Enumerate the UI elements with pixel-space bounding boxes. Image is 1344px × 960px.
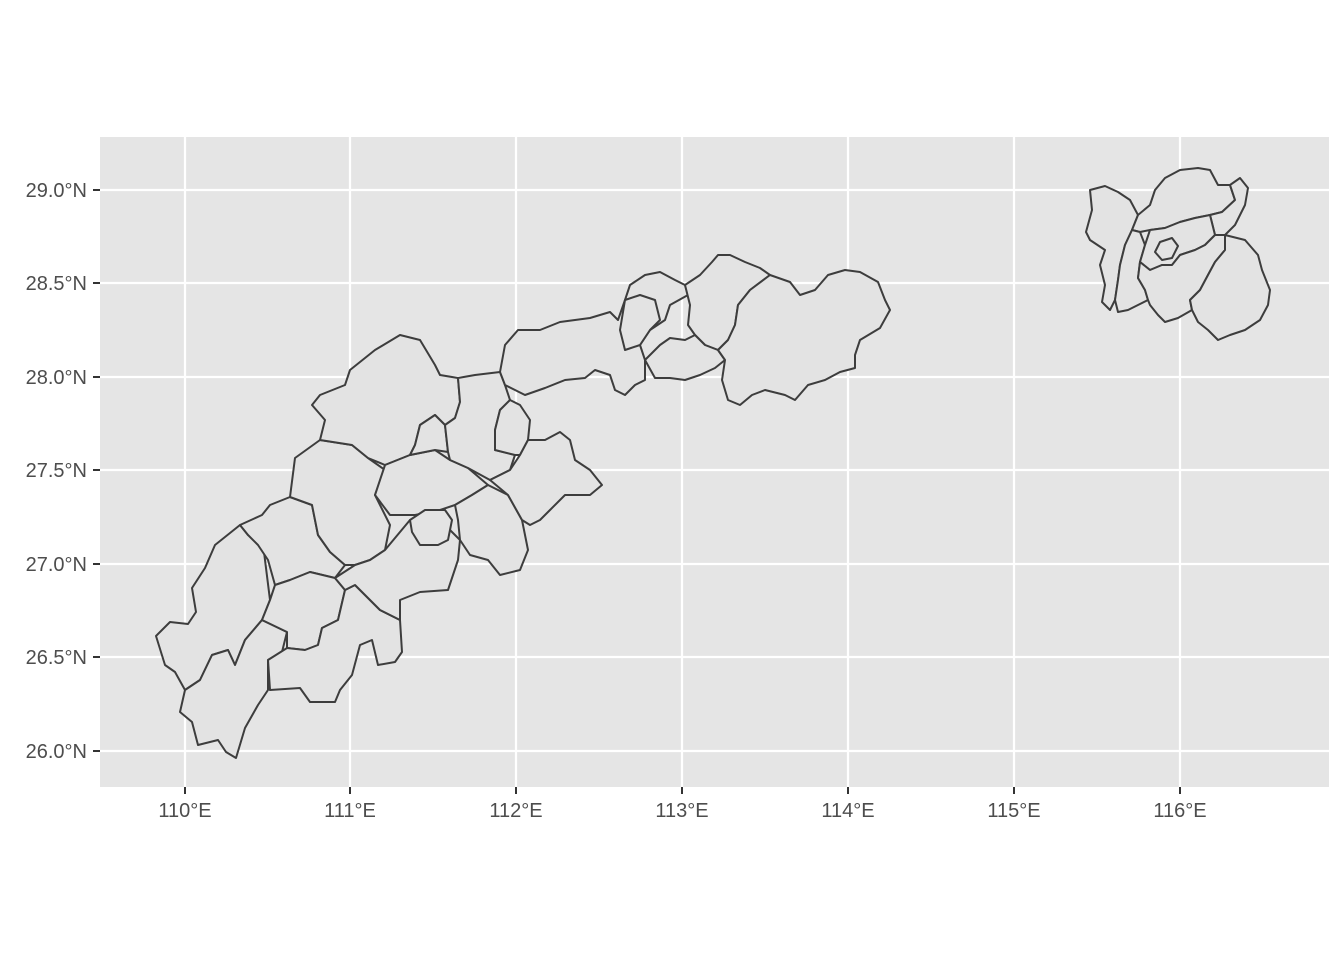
x-tick-label: 116°E xyxy=(1153,800,1206,822)
region-polygon xyxy=(239,496,346,586)
region-polygon xyxy=(619,294,661,351)
region-polygon xyxy=(267,584,403,703)
regions-west xyxy=(155,254,891,759)
region-polygon xyxy=(1189,234,1271,341)
y-axis: 29.0°N 28.5°N 28.0°N 27.5°N 27.0°N 26.5°… xyxy=(26,180,100,763)
y-tick-label: 26.5°N xyxy=(26,647,87,669)
y-tick-label: 27.0°N xyxy=(26,554,87,576)
x-axis: 110°E 111°E 112°E 113°E 114°E 115°E 116°… xyxy=(158,787,1207,822)
region-polygon xyxy=(717,269,891,406)
y-tick-label: 28.5°N xyxy=(26,273,87,295)
y-tick-label: 28.0°N xyxy=(26,367,87,389)
y-tick-label: 27.5°N xyxy=(26,460,87,482)
region-polygon xyxy=(494,399,531,456)
x-tick-label: 112°E xyxy=(489,800,542,822)
region-polygon xyxy=(1154,237,1179,261)
y-tick-label: 29.0°N xyxy=(26,180,87,202)
region-polygon xyxy=(489,431,603,526)
region-polygon xyxy=(409,509,453,546)
x-tick-label: 110°E xyxy=(158,800,211,822)
x-tick-label: 114°E xyxy=(821,800,874,822)
x-tick-label: 115°E xyxy=(987,800,1040,822)
regions-east xyxy=(1085,167,1271,341)
x-tick-label: 113°E xyxy=(655,800,708,822)
x-tick-label: 111°E xyxy=(324,800,376,822)
region-polygon xyxy=(454,484,529,576)
y-tick-label: 26.0°N xyxy=(26,741,87,763)
region-polygon xyxy=(409,414,449,456)
